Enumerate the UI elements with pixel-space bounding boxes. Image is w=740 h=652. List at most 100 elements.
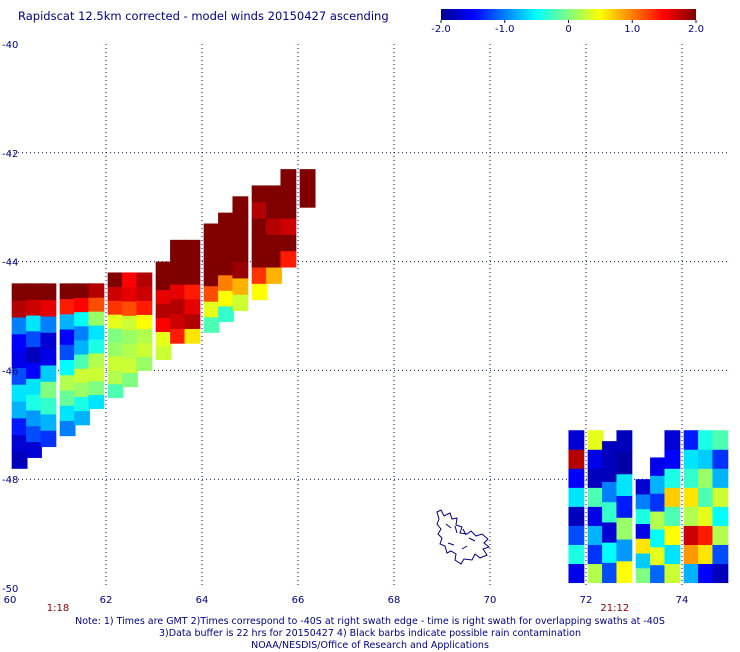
- wind-cell: [136, 328, 153, 343]
- wind-cell: [40, 413, 57, 431]
- wind-cell: [122, 272, 138, 288]
- wind-cell: [232, 228, 249, 246]
- wind-cell: [568, 563, 585, 584]
- wind-cell: [107, 286, 124, 301]
- wind-cell: [40, 299, 57, 317]
- wind-cell: [587, 430, 604, 450]
- wind-cell: [88, 352, 105, 368]
- x-tick-label: 60: [4, 595, 17, 606]
- wind-cell: [251, 234, 268, 252]
- wind-cell: [11, 316, 28, 335]
- wind-cell: [26, 346, 42, 363]
- wind-cell: [650, 511, 666, 530]
- wind-cell: [88, 380, 105, 396]
- wind-cell: [698, 563, 714, 584]
- wind-cell: [11, 367, 28, 385]
- wind-cell: [40, 316, 57, 333]
- wind-cell: [136, 314, 153, 329]
- wind-cell: [74, 339, 90, 355]
- wind-cell: [203, 285, 220, 302]
- wind-cell: [650, 528, 666, 548]
- wind-swaths: [11, 169, 729, 584]
- wind-cell: [232, 212, 249, 230]
- wind-cell: [74, 368, 90, 383]
- wind-cell: [107, 328, 124, 343]
- wind-cell: [155, 331, 172, 347]
- wind-cell: [712, 506, 729, 526]
- wind-cell: [74, 354, 90, 369]
- wind-cell: [122, 329, 138, 345]
- wind-cell: [232, 294, 249, 312]
- x-tick-label: 64: [196, 595, 209, 606]
- wind-cell: [11, 417, 28, 436]
- wind-cell: [587, 449, 604, 469]
- wind-cell: [616, 560, 633, 584]
- wind-cell: [635, 553, 652, 569]
- wind-cell: [568, 525, 585, 545]
- wind-cell: [266, 234, 282, 252]
- wind-cell: [232, 245, 249, 263]
- wind-cell: [155, 303, 172, 319]
- wind-cell: [88, 311, 105, 326]
- wind-cell: [683, 468, 700, 488]
- wind-cell: [280, 218, 297, 235]
- wind-cell: [698, 506, 714, 526]
- wind-cell: [698, 430, 714, 450]
- wind-cell: [26, 330, 42, 348]
- wind-cell: [40, 364, 57, 382]
- wind-cell: [232, 261, 249, 279]
- wind-cell: [266, 201, 282, 219]
- wind-cell: [136, 272, 153, 287]
- wind-cell: [184, 254, 201, 270]
- wind-cell: [40, 348, 57, 366]
- wind-cell: [88, 394, 105, 409]
- wind-cell: [170, 328, 186, 344]
- wind-cell: [59, 313, 76, 330]
- y-tick-label: -46: [2, 366, 18, 377]
- wind-cell: [218, 212, 234, 229]
- footer-note-2: 3)Data buffer is 22 hrs for 20150427 4) …: [159, 628, 581, 639]
- wind-cell: [26, 283, 42, 300]
- wind-cell: [280, 201, 297, 219]
- wind-cell: [122, 315, 138, 331]
- wind-cell: [170, 284, 186, 300]
- axis-labels: 60 62 64 66 68 70 72 74 -40 -42 -44 -46 -48 -50: [2, 40, 688, 606]
- wind-cell: [59, 283, 76, 300]
- wind-cell: [107, 300, 124, 315]
- wind-cell: [122, 343, 138, 359]
- wind-cell: [184, 284, 201, 300]
- wind-cell: [107, 369, 124, 385]
- wind-cell: [122, 372, 138, 388]
- wind-cell: [251, 267, 268, 284]
- wind-cell: [203, 254, 220, 271]
- wind-cell: [712, 563, 729, 584]
- wind-cell: [59, 359, 76, 376]
- wind-cell: [88, 297, 105, 312]
- wind-cell: [74, 396, 90, 412]
- wind-cell: [698, 525, 714, 545]
- wind-cell: [664, 430, 681, 450]
- wind-cell: [74, 283, 90, 299]
- wind-cell: [683, 430, 700, 450]
- footer-note-1: Note: 1) Times are GMT 2)Times correspon…: [75, 616, 665, 627]
- wind-cell: [218, 274, 234, 291]
- wind-cell: [602, 521, 618, 543]
- wind-cell: [170, 239, 186, 256]
- wind-cell: [74, 297, 90, 313]
- footer-credit: NOAA/NESDIS/Office of Research and Appli…: [251, 640, 489, 651]
- wind-cell: [602, 461, 618, 483]
- wind-cell: [232, 277, 249, 295]
- wind-cell: [280, 250, 297, 268]
- wind-cell: [683, 487, 700, 507]
- y-tick-label: -48: [2, 475, 18, 486]
- wind-cell: [170, 313, 186, 329]
- wind-cell: [664, 506, 681, 526]
- wind-cell: [602, 481, 618, 503]
- wind-cell: [587, 468, 604, 488]
- wind-cell: [568, 506, 585, 526]
- x-tick-label: 66: [292, 595, 305, 606]
- wind-cell: [203, 223, 220, 240]
- wind-cell: [107, 355, 124, 371]
- wind-cell: [251, 218, 268, 235]
- wind-cell: [616, 452, 633, 475]
